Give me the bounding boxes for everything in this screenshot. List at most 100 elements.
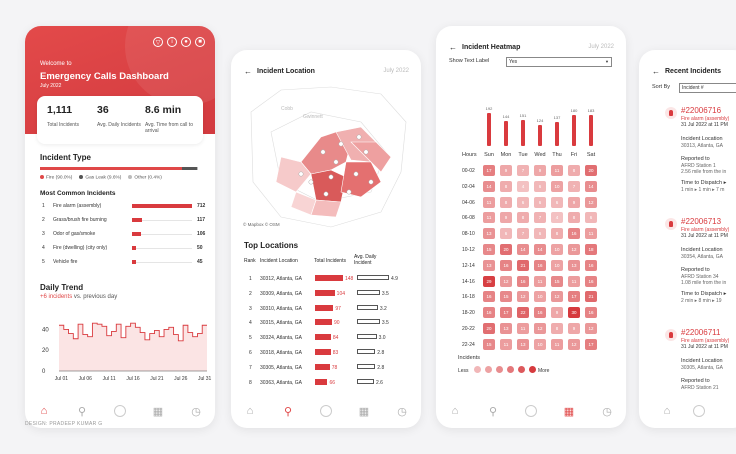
location-pin-icon[interactable]: ⚲ [488,405,498,418]
center-circle-icon[interactable] [320,405,332,417]
day-label: Sat [586,152,596,158]
day-total-bar [572,115,576,146]
heatmap-cell: 8 [500,196,512,208]
back-arrow-icon[interactable]: ← [652,67,660,76]
filter-icon[interactable]: ▽ [153,37,163,47]
info-icon[interactable]: i [167,37,177,47]
legend-less: Less [458,368,469,374]
location-pin-icon[interactable]: ⚲ [77,405,87,418]
total-bar [315,319,333,326]
day-label: Tue [518,152,528,158]
heatmap-cell: 6 [534,196,546,208]
recent-screen: ← Recent Incidents Sort By Incident # #2… [639,50,736,428]
avg-value: 3.2 [379,305,387,312]
avg-value: 3.0 [378,335,386,342]
legend-swatch [529,366,536,373]
day-total-bar [487,113,491,146]
hour-label: 18-20 [462,310,475,317]
incident-id: #22006713 [681,217,722,226]
page-date: July 2022 [383,68,409,74]
heatmap-cell: 8 [551,323,563,334]
rank: 1 [42,203,45,209]
heatmap-cell: 17 [483,165,495,176]
heatmap-cell: 8 [568,165,580,176]
home-icon[interactable]: ⌂ [451,405,459,417]
incident-date: 31 Jul 2022 at 11 PM [681,122,728,128]
rank-cell: 3 [249,305,252,312]
heatmap-cell: 16 [500,259,512,271]
location-pin-icon[interactable]: ⚲ [283,405,293,418]
heatmap-cell: 16 [483,307,495,319]
heatmap-cell: 7 [517,165,529,176]
heatmap-cell: 11 [551,338,563,350]
hour-label: 00-02 [462,168,475,174]
top-locations-title: Top Locations [244,241,299,250]
heatmap-cell: 20 [585,165,597,176]
heatmap-cell: 9 [534,165,546,176]
bottom-nav: ⌂ ⚲ ▦ ◷ [231,394,421,428]
heatmap-cell: 16 [568,228,580,240]
rank: 5 [42,259,45,265]
day-total-value: 144 [502,114,510,120]
heatmap-cell: 11 [483,196,495,208]
page-title: Incident Location [257,68,315,75]
back-arrow-icon[interactable]: ← [244,67,252,76]
heatmap-cell: 21 [585,291,597,303]
save-icon[interactable]: ■ [195,37,205,47]
distance-value: 1.08 mile from the in [681,280,727,286]
table-row: 7 30305, Atlanta, GA 78 2.8 [244,361,414,375]
y-tick-label: 40 [42,327,49,333]
heatmap-cell: 11 [568,275,580,287]
map-marker [338,141,344,147]
sort-select[interactable]: Incident # [679,83,736,93]
heatmap-cell: 12 [551,291,563,303]
col-avg: Avg. Daily Incident [354,254,377,266]
heatmap-cell: 9 [551,307,563,319]
home-icon[interactable]: ⌂ [663,405,671,417]
daily-trend-title: Daily Trend [40,283,84,292]
settings-icon[interactable]: ● [181,37,191,47]
back-arrow-icon[interactable]: ← [449,43,457,52]
center-circle-icon[interactable] [525,405,537,417]
heatmap-cell: 6 [500,228,512,240]
location-label: Incident Location [681,358,723,364]
show-label-select[interactable]: Yes ▼ [506,57,612,67]
clock-icon[interactable]: ◷ [397,405,407,418]
heatmap-cell: 11 [585,228,597,240]
heatmap-cell: 16 [585,275,597,287]
clock-icon[interactable]: ◷ [191,405,201,418]
center-circle-icon[interactable] [114,405,126,417]
map-region [310,199,342,218]
grid-icon[interactable]: ▦ [152,405,164,418]
heatmap-cell: 8 [551,228,563,240]
heatmap-cell: 10 [534,338,546,350]
heatmap-cell: 15 [483,338,495,350]
day-label: Fri [570,152,578,158]
grid-icon[interactable]: ▦ [358,405,370,418]
grid-icon[interactable]: ▦ [563,405,575,418]
dispatch-value: 2 min ▸ 8 min ▸ 19 [681,298,722,304]
home-icon[interactable]: ⌂ [246,405,254,417]
kpi-avg-time: 8.6 min Avg. Time from call to arrival [145,104,193,135]
center-circle-icon[interactable] [693,405,705,417]
day-total-value: 151 [519,113,527,119]
incident-type: Fire alarm (assembly) [681,338,730,344]
incident-map[interactable]: Cobb Gwinnett [241,82,413,232]
list-item: 4 Fire (dwelling) (city only) 50 [40,243,205,253]
avg-bar [357,334,377,340]
reported-label: Reported to [681,156,710,162]
heatmap-cell: 8 [568,212,580,224]
value-bar [132,260,136,264]
page-title: Emergency Calls Dashboard [40,71,169,82]
clock-icon[interactable]: ◷ [602,405,612,418]
day-label: Sun [484,152,494,158]
hours-label: Hours [462,152,477,158]
heatmap-cell: 16 [483,291,495,303]
rank-cell: 8 [249,379,252,386]
heatmap-cell: 12 [568,244,580,255]
map-label: Gwinnett [303,114,323,120]
total-value: 78 [331,364,338,371]
heatmap-cell: 13 [517,338,529,350]
heatmap-cell: 6 [585,212,597,224]
home-icon[interactable]: ⌂ [40,405,48,417]
